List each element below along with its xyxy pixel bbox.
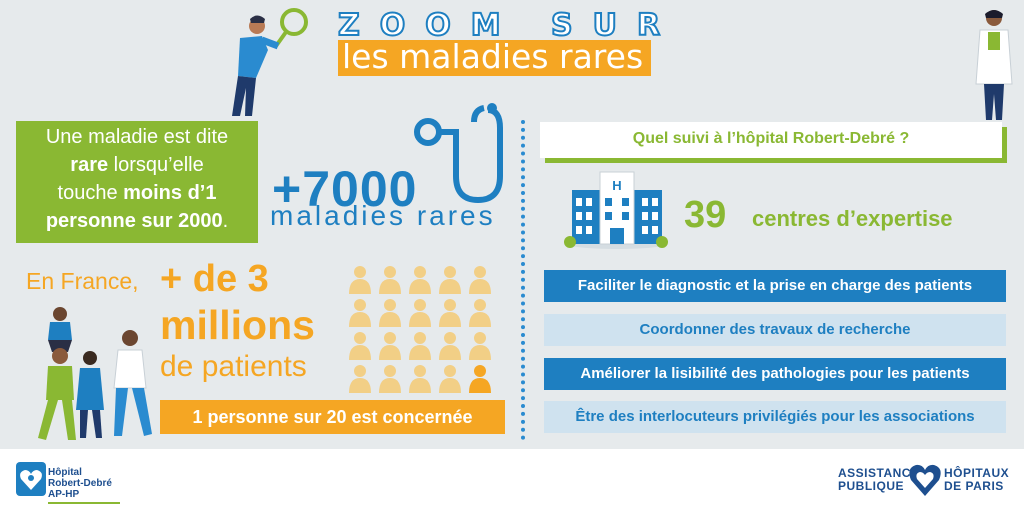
- person-icon: [379, 365, 401, 393]
- person-icon: [409, 299, 431, 327]
- patients-count-prefix: + de 3: [160, 258, 269, 300]
- person-icon: [379, 299, 401, 327]
- hospital-building-icon: H: [564, 171, 668, 249]
- logo-line: Robert-Debré: [48, 478, 112, 489]
- person-icon: [409, 332, 431, 360]
- person-icon: [349, 299, 371, 327]
- person-icon: [409, 365, 431, 393]
- definition-box: Une maladie est dite rare lorsqu’elle to…: [16, 121, 258, 243]
- footer: [0, 449, 1024, 512]
- hospital-question: Quel suivi à l’hôpital Robert-Debré ?: [540, 122, 1002, 158]
- aphp-heart-icon: [909, 464, 941, 496]
- section-divider: [521, 120, 525, 440]
- person-icon: [349, 365, 371, 393]
- person-icon: [349, 266, 371, 294]
- ratio-people-grid: [349, 266, 491, 393]
- person-icon: [469, 266, 491, 294]
- family-illustration: [38, 307, 152, 440]
- person-icon: [379, 266, 401, 294]
- man-magnifier-illustration: [232, 8, 308, 116]
- centres-number: 39: [684, 194, 727, 236]
- definition-text: touche: [57, 182, 124, 204]
- action-readability: Améliorer la lisibilité des pathologies …: [544, 358, 1006, 390]
- aphp-line: ASSISTANCE: [838, 466, 920, 480]
- robert-debre-logo-text: Hôpital Robert-Debré AP-HP: [48, 467, 120, 504]
- person-icon: [409, 266, 431, 294]
- diseases-label: maladies rares: [270, 200, 496, 231]
- person-icon: [469, 332, 491, 360]
- person-icon: [349, 332, 371, 360]
- person-icon: [439, 332, 461, 360]
- action-research: Coordonner des travaux de recherche: [544, 314, 1006, 346]
- definition-rare: rare: [70, 154, 109, 176]
- aphp-line: DE PARIS: [944, 479, 1004, 493]
- person-icon: [379, 332, 401, 360]
- logo-line: Hôpital: [48, 467, 82, 478]
- definition-text: Une maladie est dite: [45, 126, 229, 148]
- diseases-count: +7000: [272, 161, 418, 217]
- hospital-sign: H: [612, 178, 621, 193]
- action-associations: Être des interlocuteurs privilégiés pour…: [544, 401, 1006, 433]
- patients-label: de patients: [160, 350, 307, 383]
- definition-text: .: [222, 210, 229, 232]
- ratio-banner: 1 personne sur 20 est concernée: [160, 400, 505, 434]
- page-subtitle: les maladies rares: [338, 40, 652, 76]
- doctor-illustration: [975, 10, 1013, 120]
- action-diagnostic: Faciliter le diagnostic et la prise en c…: [544, 270, 1006, 302]
- stethoscope-icon: [414, 103, 503, 204]
- logo-underline: [48, 502, 120, 504]
- patients-count-millions: millions: [160, 302, 315, 348]
- person-icon-highlighted: [469, 365, 491, 393]
- definition-bold: moins d’1: [123, 182, 217, 204]
- aphp-logo-right: HÔPITAUX DE PARIS: [944, 467, 1009, 493]
- definition-bold: personne sur 2000: [45, 210, 223, 232]
- person-icon: [439, 365, 461, 393]
- aphp-logo-left: ASSISTANCE PUBLIQUE: [838, 466, 920, 493]
- centres-label: centres d’expertise: [752, 206, 953, 231]
- france-label: En France,: [26, 268, 139, 294]
- aphp-line: HÔPITAUX: [944, 466, 1010, 480]
- person-icon: [439, 266, 461, 294]
- robert-debre-logo-icon: [16, 462, 46, 496]
- definition-text: lorsqu’elle: [108, 154, 204, 176]
- aphp-line: PUBLIQUE: [838, 479, 905, 493]
- zoom-title: ZOOM SUR: [337, 7, 681, 44]
- logo-line: AP-HP: [48, 489, 80, 500]
- person-icon: [469, 299, 491, 327]
- person-icon: [439, 299, 461, 327]
